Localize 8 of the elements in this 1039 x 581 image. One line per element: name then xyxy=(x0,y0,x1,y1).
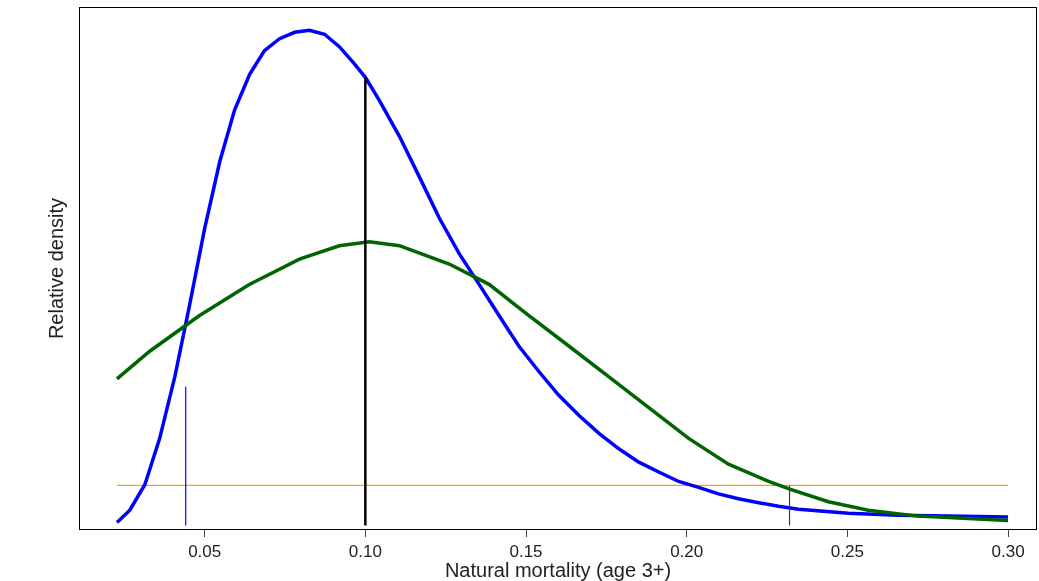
x-tick-label: 0.10 xyxy=(348,542,382,562)
x-tick-label: 0.15 xyxy=(509,542,543,562)
x-tick-label: 0.20 xyxy=(670,542,704,562)
x-tick-label: 0.05 xyxy=(188,542,222,562)
x-axis-title: Natural mortality (age 3+) xyxy=(444,559,672,581)
x-tick-label: 0.25 xyxy=(830,542,864,562)
x-tick-label: 0.30 xyxy=(991,542,1025,562)
y-axis-title: Relative density xyxy=(44,197,67,340)
